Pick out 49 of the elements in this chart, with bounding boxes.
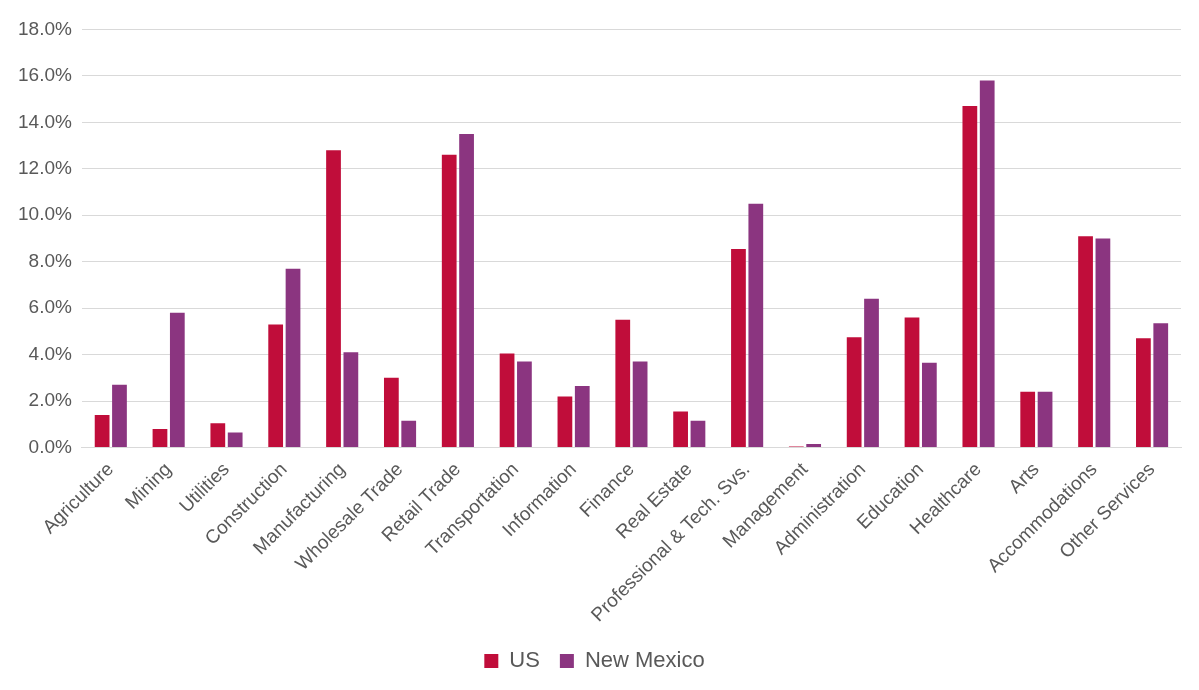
y-tick-label: 12.0%: [18, 157, 72, 179]
bar: [557, 396, 573, 448]
bar: [285, 268, 301, 448]
bar: [112, 384, 127, 448]
bar: [979, 80, 995, 448]
y-tick-label: 18.0%: [18, 17, 72, 39]
bar: [1037, 391, 1053, 448]
bar: [921, 362, 937, 448]
bar: [441, 154, 457, 448]
bar: [517, 361, 532, 448]
bar: [748, 203, 764, 448]
legend-label: New Mexico: [584, 647, 705, 673]
bar: [1153, 323, 1169, 448]
bar: [383, 377, 399, 448]
bar: [806, 444, 822, 448]
bar: [673, 411, 688, 448]
bar: [1095, 238, 1111, 448]
bar: [343, 352, 359, 448]
y-tick-label: 8.0%: [28, 249, 72, 271]
y-tick-label: 6.0%: [28, 296, 72, 318]
bar: [401, 420, 417, 448]
bar: [169, 312, 185, 448]
bar: [227, 432, 243, 448]
legend-label: US: [509, 647, 540, 673]
bar: [210, 423, 226, 448]
y-tick-label: 4.0%: [28, 342, 72, 364]
y-tick-label: 14.0%: [18, 110, 72, 132]
bar: [326, 150, 341, 448]
bar: [1020, 391, 1036, 448]
bar: [152, 428, 168, 448]
bar: [962, 106, 978, 448]
bar: [904, 317, 920, 448]
bar: [574, 385, 590, 448]
bar: [268, 324, 284, 448]
bar: [1078, 236, 1093, 448]
y-tick-label: 10.0%: [18, 203, 72, 225]
bar: [864, 298, 879, 448]
bar: [94, 415, 110, 448]
y-tick-label: 16.0%: [18, 64, 72, 86]
bar: [731, 248, 746, 448]
bar: [615, 319, 631, 448]
bar: [690, 420, 706, 448]
bar: [459, 133, 474, 448]
bar: [846, 337, 862, 448]
y-tick-label: 2.0%: [28, 389, 72, 411]
bar: [632, 361, 648, 448]
y-tick-label: 0.0%: [28, 435, 72, 457]
bar: [499, 353, 515, 448]
bar: [1136, 338, 1151, 448]
